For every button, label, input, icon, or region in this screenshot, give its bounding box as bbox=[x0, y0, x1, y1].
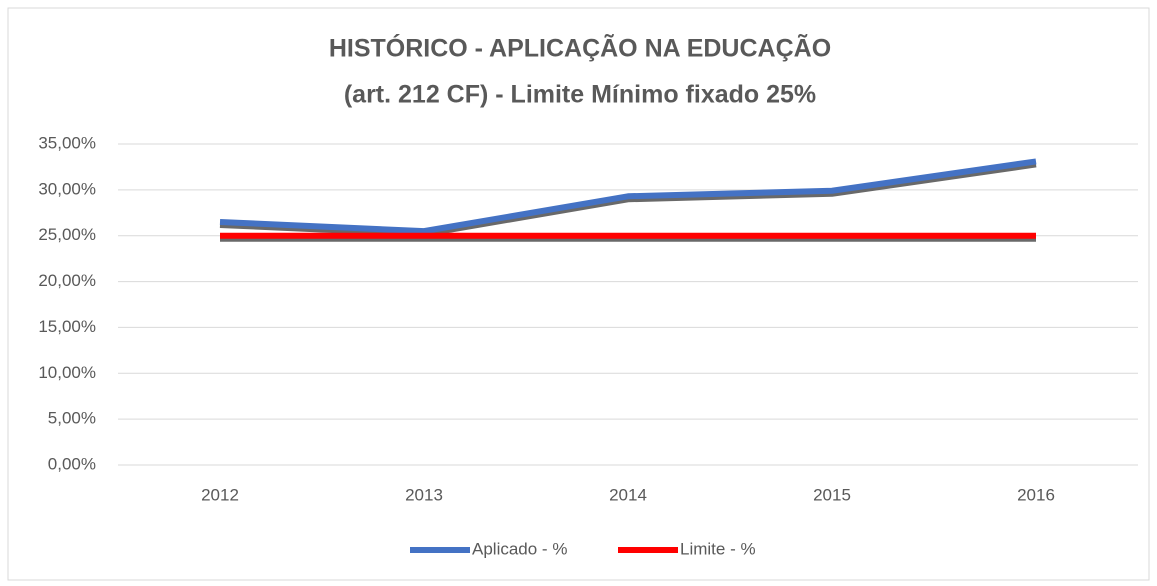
x-tick-label: 2013 bbox=[405, 485, 443, 504]
chart-title: (art. 212 CF) - Limite Mínimo fixado 25% bbox=[344, 81, 816, 109]
y-tick-label: 20,00% bbox=[38, 271, 96, 290]
y-tick-label: 0,00% bbox=[48, 454, 96, 473]
chart-border bbox=[7, 7, 1150, 581]
y-tick-label: 10,00% bbox=[38, 363, 96, 382]
legend-label: Aplicado - % bbox=[472, 539, 567, 558]
y-tick-label: 30,00% bbox=[38, 179, 96, 198]
series-line bbox=[219, 158, 1037, 235]
chart-title: HISTÓRICO - APLICAÇÃO NA EDUCAÇÃO bbox=[329, 33, 831, 63]
x-tick-label: 2015 bbox=[813, 485, 851, 504]
x-tick-label: 2014 bbox=[609, 485, 647, 504]
legend-label: Limite - % bbox=[680, 539, 756, 558]
y-tick-label: 35,00% bbox=[38, 133, 96, 152]
y-tick-label: 5,00% bbox=[48, 409, 96, 428]
x-tick-label: 2012 bbox=[201, 485, 239, 504]
y-tick-label: 25,00% bbox=[38, 225, 96, 244]
y-tick-label: 15,00% bbox=[38, 317, 96, 336]
x-tick-label: 2016 bbox=[1017, 485, 1055, 504]
